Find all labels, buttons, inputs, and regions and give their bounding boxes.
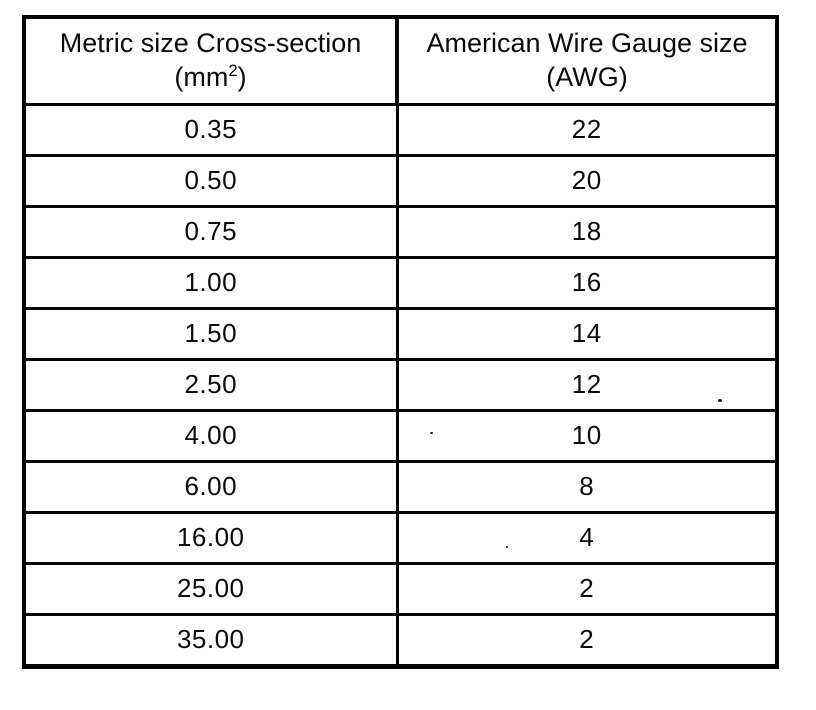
metric-header-title: Metric size Cross-section — [59, 28, 362, 59]
metric-cell: 2.50 — [22, 357, 399, 412]
metric-cell: 6.00 — [22, 459, 399, 514]
table-row: 35.00 2 — [22, 612, 779, 670]
awg-cell: 12 — [395, 357, 779, 412]
awg-cell: 22 — [395, 103, 779, 157]
scan-speckle — [506, 546, 508, 548]
awg-cell: 20 — [395, 153, 779, 208]
table-row: 25.00 2 — [22, 561, 779, 616]
metric-cell: 1.50 — [22, 306, 399, 361]
awg-cell: 16 — [395, 255, 779, 310]
table-row: 0.75 18 — [22, 204, 779, 259]
awg-cell: 8 — [395, 459, 779, 514]
table-row: 0.35 22 — [22, 103, 779, 157]
awg-cell: 4 — [395, 510, 779, 565]
awg-header-unit: (AWG) — [546, 62, 628, 92]
awg-cell: 2 — [395, 561, 779, 616]
table-header: Metric size Cross-section (mm2) American… — [22, 15, 779, 106]
awg-cell: 10 — [395, 408, 779, 463]
metric-cell: 4.00 — [22, 408, 399, 463]
table-body: 0.35 22 0.50 20 0.75 18 1.00 16 1.50 14 … — [22, 103, 779, 670]
table-row: 4.00 10 — [22, 408, 779, 463]
awg-cell: 18 — [395, 204, 779, 259]
scan-speckle — [718, 399, 722, 402]
awg-header-title: American Wire Gauge size — [426, 28, 748, 59]
table-row: 1.50 14 — [22, 306, 779, 361]
metric-cell: 0.50 — [22, 153, 399, 208]
metric-cell: 16.00 — [22, 510, 399, 565]
table-row: 0.50 20 — [22, 153, 779, 208]
metric-cell: 0.35 — [22, 103, 399, 157]
awg-column-header: American Wire Gauge size (AWG) — [395, 15, 779, 106]
awg-cell: 2 — [395, 612, 779, 670]
metric-cell: 1.00 — [22, 255, 399, 310]
metric-header-unit: (mm2) — [174, 61, 247, 92]
table-row: 16.00 4 — [22, 510, 779, 565]
table-row: 2.50 12 — [22, 357, 779, 412]
wire-gauge-conversion-table: Metric size Cross-section (mm2) American… — [22, 15, 779, 670]
metric-cell: 25.00 — [22, 561, 399, 616]
table-row: 6.00 8 — [22, 459, 779, 514]
header-row: Metric size Cross-section (mm2) American… — [22, 15, 779, 106]
awg-cell: 14 — [395, 306, 779, 361]
metric-cell: 35.00 — [22, 612, 399, 670]
superscript: 2 — [228, 61, 238, 80]
table-row: 1.00 16 — [22, 255, 779, 310]
scan-speckle — [430, 432, 433, 434]
metric-column-header: Metric size Cross-section (mm2) — [22, 15, 399, 106]
metric-cell: 0.75 — [22, 204, 399, 259]
